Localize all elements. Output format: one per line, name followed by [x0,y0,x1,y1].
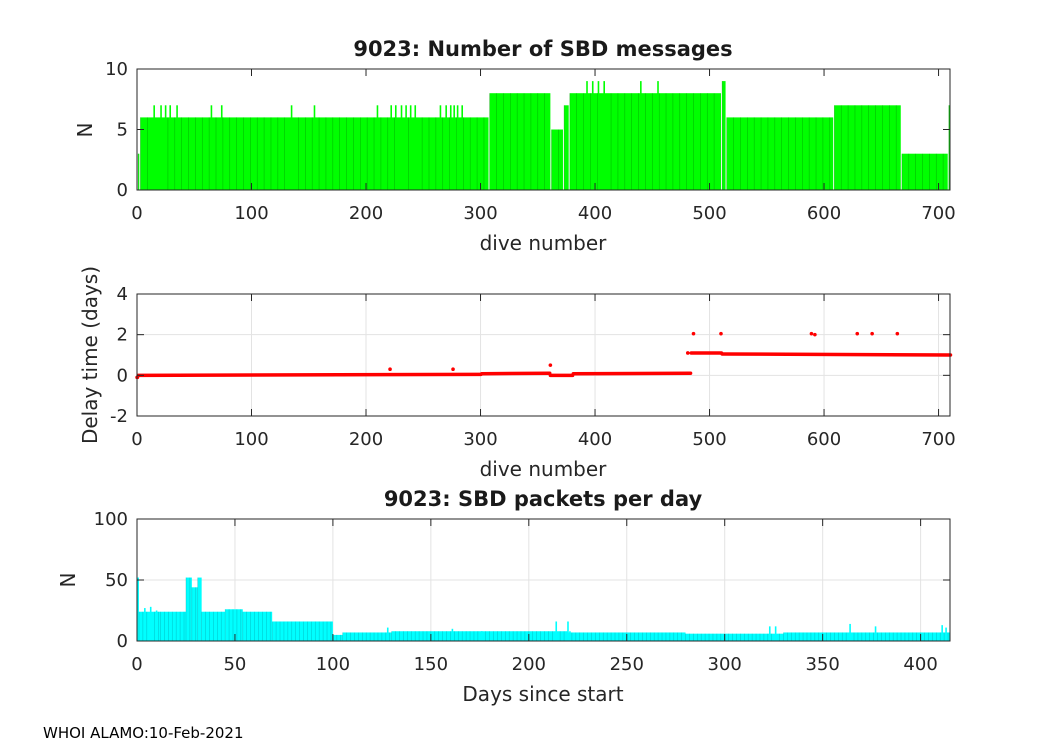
panel1-title: 9023: Number of SBD messages [353,37,732,61]
bar-segment [685,633,784,641]
x-tick-label: 200 [349,429,383,450]
delay-point [685,351,690,355]
delay-point [855,331,860,336]
bar-segment [722,81,726,190]
bar-segment [138,153,140,190]
y-tick-label: 10 [105,59,128,80]
x-tick-label: 100 [234,203,268,224]
y-tick-label: 50 [105,570,128,591]
bar-segment [201,611,226,641]
sbd-messages-panel: 9023: Number of SBD messages 0 100 200 300 4… [73,37,956,255]
y-tick-label: 4 [117,284,128,305]
x-tick-label: 700 [921,429,955,450]
x-tick-label: 100 [316,654,350,675]
bar-segment [242,611,273,641]
panel1-bars [138,81,950,190]
y-tick-label: 0 [117,365,128,386]
bar-segment [564,105,569,190]
x-tick-label: 600 [807,429,841,450]
y-tick-label: 5 [117,120,128,141]
x-tick-label: 0 [131,203,142,224]
panel1-marks [137,81,950,190]
x-tick-label: 300 [708,654,742,675]
bar-segment [332,634,343,641]
bar-segment [197,577,202,641]
x-tick-label: 600 [807,203,841,224]
y-tick-label: 0 [117,631,128,652]
panel2-x-label: dive number [480,457,608,481]
bar-segment [185,577,192,641]
panel2-axes-box [136,293,951,417]
panel3-y-label: N [56,573,80,588]
delay-point-run [136,372,483,378]
panel3-title: 9023: SBD packets per day [384,487,703,511]
bar-segment [726,117,834,190]
bar-segment [272,621,333,641]
delay-point-run [720,352,953,357]
delay-point [809,331,814,336]
panel1-x-label: dive number [480,231,608,255]
panel1-y-ticks: 0 5 10 [105,59,950,201]
x-tick-label: 400 [903,654,937,675]
bar-segment [160,611,186,641]
y-tick-label: -2 [110,406,128,427]
x-tick-label: 50 [223,654,246,675]
footer-timestamp: WHOI ALAMO:10-Feb-2021 [43,724,244,742]
panel3-marks [136,577,949,641]
bar-segment [783,632,950,641]
bar-segment [834,105,901,190]
x-tick-label: 200 [512,654,546,675]
x-tick-label: 150 [414,654,448,675]
delay-point [870,331,874,336]
x-tick-label: 200 [349,203,383,224]
delay-point [451,367,455,372]
x-tick-label: 350 [805,654,839,675]
bar-segment [948,105,950,190]
y-tick-label: 100 [94,509,128,530]
x-tick-label: 400 [578,429,612,450]
delay-point [548,363,553,367]
x-tick-label: 700 [921,203,955,224]
y-tick-label: 2 [117,325,128,346]
bar-segment [191,587,198,641]
bar-segment [901,153,948,190]
delay-point [691,331,696,336]
bar-segment [489,93,551,190]
bar-segment [225,609,243,641]
bar-segment [342,632,392,641]
y-tick-label: 0 [117,180,128,201]
panel1-x-ticks: 0 100 200 300 400 500 600 700 [131,69,956,224]
bar-segment [137,577,139,641]
panel3-x-ticks: 0 50 100 150 200 250 300 350 400 [131,519,938,675]
panel3-y-ticks: 0 50 100 [94,509,950,652]
panel2-y-ticks: -2 0 2 4 [110,284,950,427]
x-tick-label: 100 [234,429,268,450]
x-tick-label: 400 [578,203,612,224]
x-tick-label: 500 [692,203,726,224]
bar-segment [391,631,568,641]
panel3-x-label: Days since start [462,682,623,706]
panel1-y-label: N [73,123,97,138]
x-tick-label: 300 [463,203,497,224]
sbd-packets-panel: 9023: SBD packets per day 0 50 100 150 200 25… [56,487,951,706]
panel2-x-ticks: 0 100 200 300 400 500 600 700 [131,294,956,450]
delay-point [895,331,900,336]
x-tick-label: 0 [131,429,142,450]
panel2-y-label: Delay time (days) [78,266,102,444]
bar-segment [551,129,563,190]
x-tick-label: 0 [131,654,142,675]
delay-point [719,331,723,336]
x-tick-label: 250 [610,654,644,675]
x-tick-label: 500 [692,429,726,450]
panel2-points [135,331,953,380]
delay-point [388,367,392,372]
x-tick-label: 300 [463,429,497,450]
delay-point [813,332,817,337]
panel3-bars [137,577,950,641]
